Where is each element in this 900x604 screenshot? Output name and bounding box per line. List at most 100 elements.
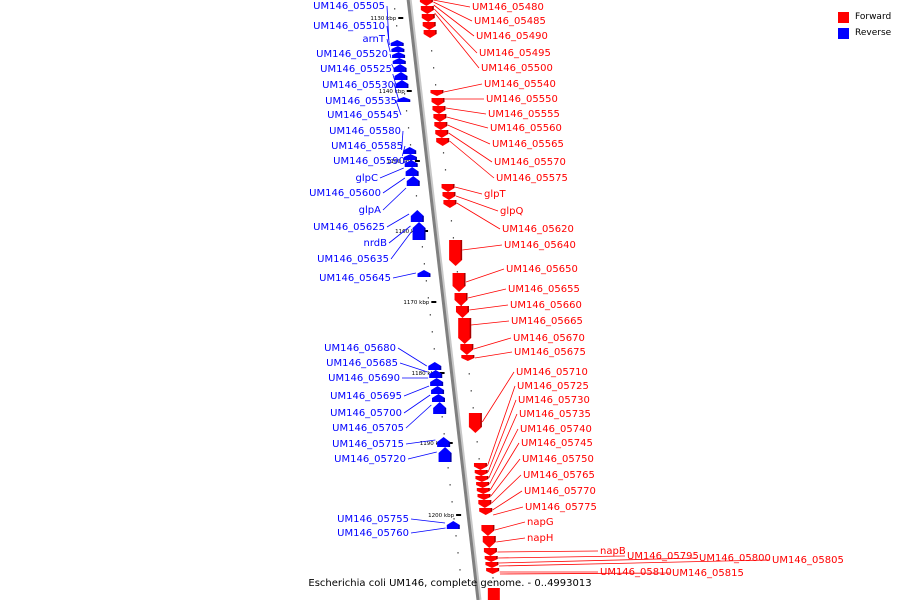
forward-leader <box>494 521 526 531</box>
minor-tick <box>407 127 410 129</box>
forward-leader <box>489 428 519 485</box>
forward-gene-3-shade <box>434 22 436 26</box>
reverse-gene-20-shade <box>443 398 445 402</box>
reverse-gene-11-shade <box>417 171 419 176</box>
reverse-gene-12 <box>406 176 420 186</box>
reverse-gene-19 <box>431 386 445 394</box>
forward-leader <box>433 8 478 54</box>
forward-leader <box>443 83 483 93</box>
reverse-leader <box>401 130 404 151</box>
forward-leader <box>455 195 499 212</box>
reverse-gene-13 <box>410 210 424 222</box>
minor-tick <box>453 518 455 520</box>
reverse-gene-19-shade <box>442 390 445 394</box>
forward-gene-16-shade <box>464 273 466 286</box>
forward-gene-10-shade <box>446 130 449 134</box>
reverse-gene-label: UM146_05520 <box>316 49 388 60</box>
reverse-gene-18 <box>430 378 444 386</box>
forward-gene-label: UM146_05565 <box>492 139 564 150</box>
forward-leader <box>474 351 513 359</box>
forward-gene-6 <box>431 98 445 106</box>
forward-gene-label: UM146_05640 <box>504 240 576 251</box>
reverse-gene-5 <box>394 72 408 80</box>
forward-gene-label: UM146_05710 <box>516 367 588 378</box>
reverse-leader <box>403 385 430 397</box>
reverse-leader <box>405 439 436 445</box>
reverse-leader <box>386 38 391 53</box>
legend: Forward Reverse <box>838 9 891 41</box>
forward-gene-18-shade <box>467 306 469 312</box>
reverse-gene-8 <box>403 147 417 154</box>
forward-gene-12 <box>441 184 455 192</box>
minor-tick <box>415 195 418 197</box>
forward-gene-5-shade <box>441 90 444 93</box>
forward-gene-24-shade <box>486 470 488 473</box>
minor-tick <box>455 535 457 537</box>
minor-tick <box>452 237 455 239</box>
forward-leader <box>449 140 495 179</box>
forward-gene-19-shade <box>469 318 472 338</box>
forward-gene-8 <box>433 114 447 122</box>
minor-tick <box>441 416 443 418</box>
minor-tick <box>409 144 412 146</box>
forward-gene-label: UM146_05765 <box>523 470 595 481</box>
forward-leader <box>497 550 599 553</box>
forward-gene-34 <box>484 556 498 562</box>
reverse-leader <box>388 225 411 244</box>
forward-gene-15-shade <box>460 240 463 260</box>
reverse-gene-label: UM146_05600 <box>309 188 381 199</box>
minor-tick <box>421 246 423 248</box>
reverse-leader <box>392 73 397 86</box>
forward-leader <box>481 371 515 423</box>
forward-gene-label: UM146_05650 <box>506 264 578 275</box>
forward-gene-36 <box>486 568 500 574</box>
reverse-gene-2-shade <box>403 55 406 58</box>
minor-tick <box>460 305 462 307</box>
legend-forward-label: Forward <box>855 12 892 22</box>
forward-gene-label: UM146_05750 <box>522 454 594 465</box>
forward-gene-label: UM146_05485 <box>474 16 546 27</box>
forward-gene-10 <box>435 130 449 138</box>
forward-leader <box>493 506 524 516</box>
forward-leader <box>447 124 491 145</box>
reverse-gene-label: UM146_05690 <box>328 373 400 384</box>
forward-gene-36-shade <box>497 568 500 571</box>
reverse-leader <box>401 145 406 157</box>
reverse-leader <box>389 53 392 59</box>
forward-gene-23-shade <box>485 463 487 467</box>
minor-tick <box>476 441 478 443</box>
reverse-leader <box>410 527 446 534</box>
reverse-gene-label: UM146_05590 <box>333 156 405 167</box>
reverse-gene-label: UM146_05585 <box>331 141 403 152</box>
reverse-gene-12-shade <box>418 181 420 186</box>
forward-gene-label: UM146_05495 <box>479 48 551 59</box>
reverse-gene-5-shade <box>406 76 408 80</box>
forward-gene-label: UM146_05660 <box>510 300 582 311</box>
reverse-gene-label: arnT <box>362 34 385 45</box>
forward-leader <box>434 12 480 69</box>
reverse-gene-label: UM146_05535 <box>325 96 397 107</box>
forward-gene-23 <box>473 463 487 470</box>
minor-tick <box>427 297 429 299</box>
forward-gene-label: UM146_05480 <box>472 2 544 13</box>
forward-gene-3 <box>422 22 436 30</box>
forward-gene-14-shade <box>454 200 457 204</box>
ruler-tick <box>456 514 462 516</box>
reverse-gene-9-shade <box>415 157 417 160</box>
minor-tick <box>459 569 461 571</box>
ruler-label: 1140 kbp <box>379 89 405 95</box>
forward-gene-label: UM146_05670 <box>513 333 585 344</box>
reverse-gene-2 <box>392 52 406 58</box>
minor-tick <box>478 458 480 460</box>
reverse-gene-label: UM146_05760 <box>337 528 409 539</box>
reverse-leader <box>391 63 395 70</box>
forward-gene-2 <box>421 14 435 22</box>
reverse-leader <box>382 177 406 194</box>
forward-gene-16 <box>452 273 466 292</box>
minor-tick <box>433 67 435 69</box>
minor-tick <box>435 84 437 86</box>
reverse-leader <box>403 394 431 414</box>
forward-gene-11-shade <box>447 138 450 142</box>
minor-tick <box>457 552 459 554</box>
forward-gene-edge <box>487 588 500 602</box>
